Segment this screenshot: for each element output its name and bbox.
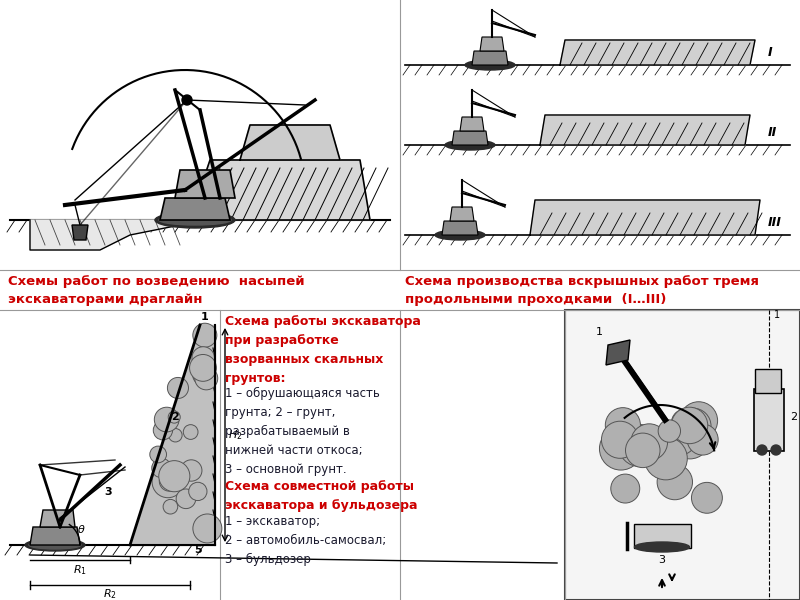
Circle shape [193, 323, 217, 347]
Text: 1: 1 [596, 327, 603, 337]
Circle shape [757, 445, 767, 455]
Circle shape [599, 427, 642, 470]
Polygon shape [240, 125, 340, 160]
Circle shape [667, 427, 695, 455]
Text: II: II [768, 127, 778, 139]
Polygon shape [530, 200, 760, 235]
Circle shape [150, 446, 166, 463]
Circle shape [183, 425, 198, 439]
Polygon shape [452, 131, 488, 145]
Circle shape [158, 461, 190, 492]
Circle shape [675, 408, 711, 444]
Polygon shape [560, 40, 755, 65]
Circle shape [606, 407, 641, 443]
Polygon shape [442, 221, 478, 235]
Circle shape [618, 425, 661, 467]
Circle shape [602, 421, 638, 458]
Circle shape [192, 347, 214, 369]
Circle shape [687, 424, 718, 455]
Circle shape [189, 482, 207, 500]
Ellipse shape [29, 541, 81, 549]
Circle shape [182, 95, 192, 105]
Circle shape [658, 420, 681, 442]
Circle shape [671, 407, 708, 443]
Circle shape [190, 355, 216, 382]
FancyBboxPatch shape [755, 369, 781, 393]
Polygon shape [72, 225, 88, 240]
Text: 2: 2 [171, 412, 179, 422]
Ellipse shape [445, 140, 495, 150]
Text: 5: 5 [194, 545, 202, 555]
Text: 2: 2 [790, 412, 797, 422]
Circle shape [169, 428, 182, 442]
Text: 1 – экскаватор;
2 – автомобиль-самосвал;
3 – бульдозер: 1 – экскаватор; 2 – автомобиль-самосвал;… [225, 515, 386, 566]
Polygon shape [540, 115, 750, 145]
Circle shape [626, 433, 660, 467]
Circle shape [152, 466, 184, 498]
Ellipse shape [155, 212, 235, 228]
Text: 3: 3 [104, 487, 112, 497]
Text: 3: 3 [658, 555, 666, 565]
Circle shape [163, 499, 178, 514]
Polygon shape [190, 160, 370, 220]
Circle shape [670, 419, 710, 459]
Polygon shape [160, 198, 230, 220]
Polygon shape [480, 37, 504, 51]
Ellipse shape [435, 230, 485, 240]
Polygon shape [130, 325, 215, 545]
Circle shape [610, 474, 640, 503]
Ellipse shape [159, 215, 231, 225]
Circle shape [154, 421, 173, 440]
Circle shape [771, 445, 781, 455]
Circle shape [680, 402, 718, 440]
Text: III: III [768, 217, 782, 229]
FancyBboxPatch shape [565, 310, 800, 600]
Circle shape [631, 424, 667, 461]
Polygon shape [30, 220, 180, 250]
Text: 1 – обрушающаяся часть
грунта; 2 – грунт,
разрабатываемый в
нижней части откоса;: 1 – обрушающаяся часть грунта; 2 – грунт… [225, 387, 380, 476]
Text: Схемы работ по возведению  насыпей
экскаваторами драглайн: Схемы работ по возведению насыпей экскав… [8, 275, 305, 306]
Ellipse shape [25, 539, 85, 551]
Text: $\theta$: $\theta$ [77, 523, 86, 535]
Circle shape [152, 458, 171, 478]
Ellipse shape [634, 542, 690, 552]
Circle shape [193, 514, 222, 543]
Circle shape [644, 437, 687, 480]
Circle shape [154, 407, 179, 432]
Polygon shape [450, 207, 474, 221]
FancyBboxPatch shape [754, 389, 784, 451]
Ellipse shape [465, 60, 515, 70]
Text: Схема работы экскаватора
при разработке
взорванных скальных
грунтов:: Схема работы экскаватора при разработке … [225, 315, 421, 385]
Text: $R_1$: $R_1$ [73, 563, 87, 577]
Polygon shape [40, 510, 75, 527]
Text: I: I [768, 46, 773, 59]
Polygon shape [460, 117, 484, 131]
Circle shape [671, 409, 698, 436]
Circle shape [167, 377, 189, 398]
Circle shape [657, 464, 693, 500]
Polygon shape [175, 170, 235, 198]
Text: 1: 1 [201, 312, 209, 322]
Polygon shape [30, 527, 80, 545]
Circle shape [159, 471, 179, 491]
Circle shape [193, 364, 214, 385]
Text: $H_2$: $H_2$ [228, 428, 242, 442]
Polygon shape [472, 51, 508, 65]
Circle shape [168, 411, 180, 423]
Polygon shape [606, 340, 630, 365]
Text: 1: 1 [774, 310, 780, 320]
Circle shape [691, 482, 722, 513]
Circle shape [194, 367, 218, 390]
Text: Схема производства вскрышных работ тремя
продольными проходками  (I…III): Схема производства вскрышных работ тремя… [405, 275, 759, 306]
Circle shape [181, 460, 202, 481]
Circle shape [176, 489, 196, 509]
FancyBboxPatch shape [634, 524, 691, 548]
Text: $R_2$: $R_2$ [103, 587, 117, 600]
Text: Схема совместной работы
экскаватора и бульдозера: Схема совместной работы экскаватора и бу… [225, 480, 418, 512]
